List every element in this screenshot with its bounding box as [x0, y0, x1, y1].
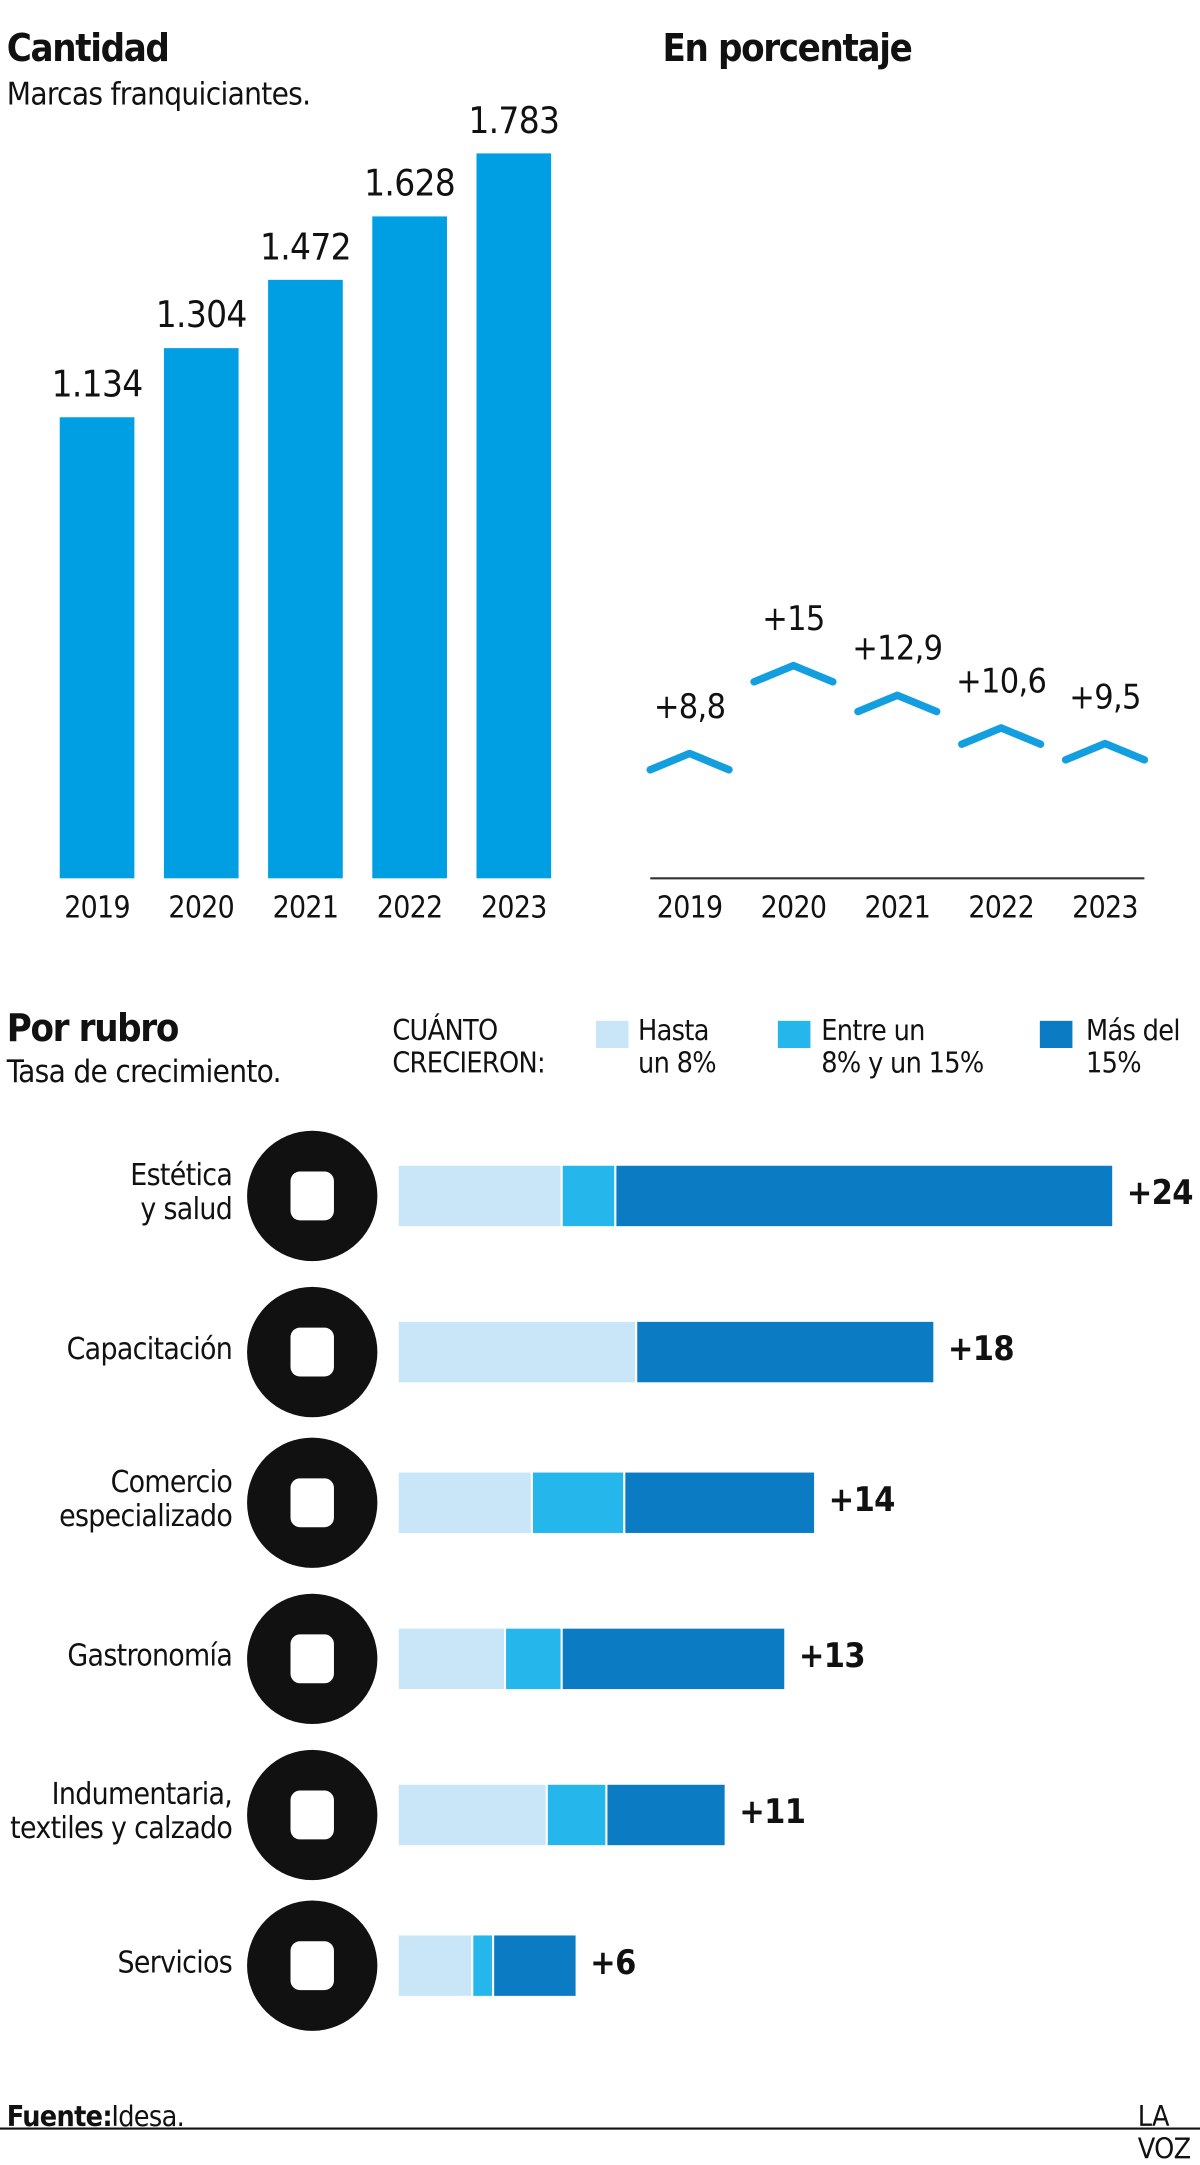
value-label: 1.783: [468, 100, 560, 143]
bar-segment: [504, 1626, 563, 1692]
x-tick-label: 2023: [1072, 891, 1138, 926]
category-label: Estética y salud: [130, 1159, 233, 1227]
value-label: +15: [762, 598, 825, 639]
value-label: 1.304: [155, 295, 248, 338]
brand: LA VOZ: [1137, 2100, 1191, 2165]
value-label: +10,6: [956, 661, 1047, 701]
marker: [958, 724, 1045, 748]
value-label: +9,5: [1069, 677, 1141, 717]
x-tick-label: 2020: [168, 891, 235, 926]
category-label: Indumentaria, textiles y calzado: [10, 1778, 233, 1846]
bar: [476, 153, 552, 879]
bar: [163, 348, 239, 879]
bar-segment: [635, 1319, 936, 1385]
x-tick-label: 2021: [272, 891, 339, 926]
chart-subtitle: Marcas franquiciantes.: [6, 77, 311, 113]
icon-glyph: [290, 1790, 334, 1840]
bar-segment: [396, 1470, 533, 1535]
x-tick-label: 2019: [64, 891, 130, 926]
bar-segment: [605, 1782, 727, 1848]
bar-segment: [623, 1470, 817, 1535]
bar-segment: [396, 1782, 548, 1848]
x-tick-label: 2023: [480, 891, 547, 926]
bar-segment: [560, 1626, 787, 1692]
chart-title: Cantidad: [6, 25, 170, 71]
legend-title: CUÁNTO CRECIERON:: [392, 1014, 545, 1079]
category-label: Capacitación: [66, 1332, 233, 1367]
value-label: 1.472: [259, 226, 352, 269]
total-label: +6: [590, 1942, 636, 1982]
source: Idesa.: [111, 2100, 185, 2133]
legend-label: Hasta un 8%: [638, 1014, 717, 1079]
bar-segment: [530, 1470, 626, 1535]
x-tick-label: 2022: [968, 891, 1034, 926]
icon-glyph: [290, 1634, 334, 1684]
bar-segment: [396, 1933, 474, 1998]
marker: [854, 691, 941, 716]
legend-swatch: [777, 1020, 811, 1048]
legend-label: Entre un 8% y un 15%: [821, 1014, 984, 1079]
legend-label: Más del 15%: [1086, 1014, 1180, 1079]
category-label: Gastronomía: [67, 1639, 233, 1674]
category-label: Comercio especializado: [59, 1466, 233, 1534]
bar-segment: [545, 1782, 608, 1848]
total-label: +11: [739, 1791, 806, 1832]
bar-segment: [471, 1933, 495, 1998]
marker: [750, 661, 837, 686]
x-tick-label: 2019: [656, 891, 723, 926]
marker: [646, 749, 733, 774]
total-label: +13: [798, 1635, 866, 1676]
total-label: +24: [1126, 1172, 1194, 1213]
x-tick-label: 2021: [864, 891, 931, 926]
total-label: +14: [828, 1479, 896, 1520]
value-label: 1.628: [364, 163, 456, 206]
x-tick-label: 2020: [760, 891, 827, 926]
bar-segment: [492, 1933, 578, 1998]
value-label: +8,8: [653, 686, 726, 727]
marker: [1061, 739, 1149, 764]
value-label: +12,9: [852, 628, 943, 669]
bar-segment: [614, 1163, 1115, 1229]
bar-segment: [396, 1163, 563, 1229]
icon-glyph: [290, 1327, 334, 1377]
source-label: Fuente:: [6, 2100, 113, 2133]
bar: [372, 216, 447, 879]
category-label: Servicios: [117, 1945, 233, 1980]
total-label: +18: [947, 1328, 1015, 1369]
bar: [268, 279, 343, 879]
bar: [59, 417, 135, 879]
x-tick-label: 2022: [376, 891, 443, 926]
icon-glyph: [290, 1941, 334, 1991]
chart-title: Por rubro: [6, 1005, 180, 1051]
chart-title: En porcentaje: [662, 25, 912, 71]
chart-subtitle: Tasa de crecimiento.: [6, 1054, 282, 1091]
legend-swatch: [1039, 1020, 1073, 1048]
value-label: 1.134: [51, 364, 144, 407]
bar-segment: [560, 1163, 617, 1229]
bar-segment: [396, 1319, 638, 1385]
legend-swatch: [595, 1020, 629, 1048]
icon-glyph: [290, 1171, 334, 1221]
bar-segment: [396, 1626, 507, 1692]
icon-glyph: [290, 1478, 334, 1528]
